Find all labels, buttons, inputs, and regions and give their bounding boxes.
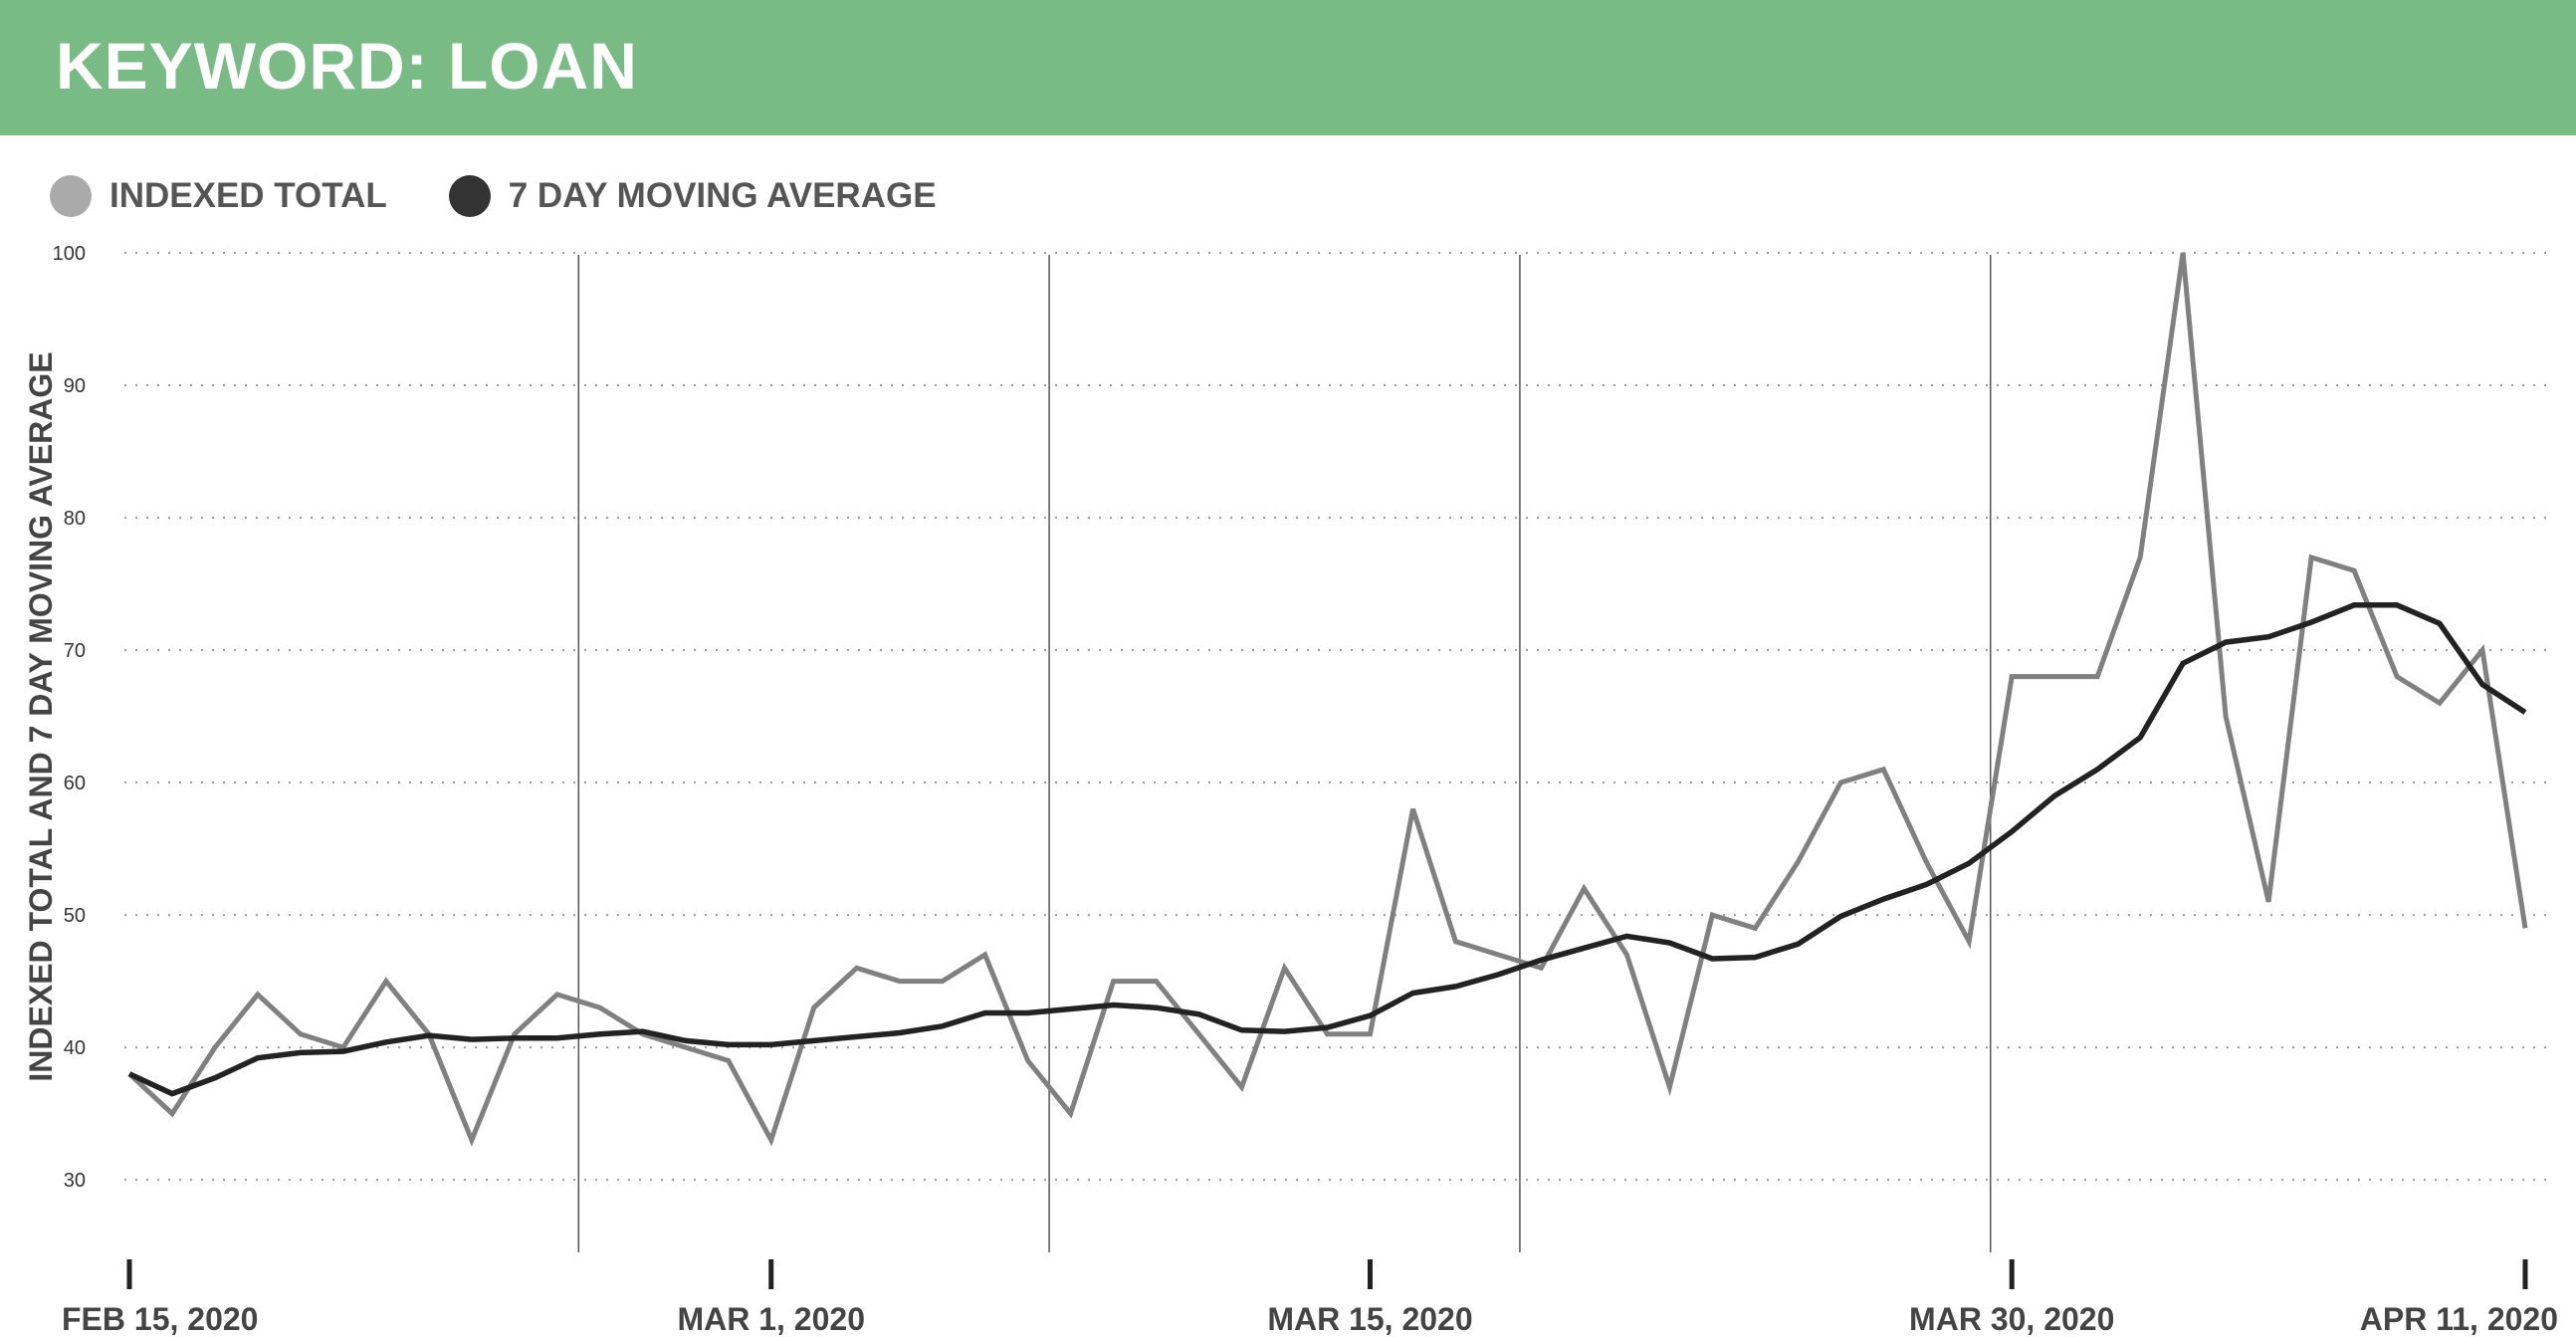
title-banner: KEYWORD: LOAN xyxy=(0,0,2576,135)
x-tick-label-4: MAR 30, 2020 xyxy=(1909,1301,2114,1337)
legend-item-indexed-total: INDEXED TOTAL xyxy=(50,175,387,217)
x-tick-label-5: APR 11, 2020 xyxy=(2360,1301,2558,1337)
x-tick-label-3: MAR 15, 2020 xyxy=(1267,1301,1472,1337)
legend-item-moving-average: 7 DAY MOVING AVERAGE xyxy=(448,175,937,217)
legend: INDEXED TOTAL 7 DAY MOVING AVERAGE xyxy=(50,171,998,221)
x-tick-label-2: MAR 1, 2020 xyxy=(677,1301,865,1337)
y-tick-label-50: 50 xyxy=(64,905,86,927)
legend-label-moving-average: 7 DAY MOVING AVERAGE xyxy=(508,176,937,215)
legend-label-indexed-total: INDEXED TOTAL xyxy=(109,176,387,215)
legend-swatch-indexed-total xyxy=(50,175,92,217)
y-tick-label-90: 90 xyxy=(64,375,86,397)
y-tick-label-40: 40 xyxy=(64,1037,86,1059)
y-tick-label-30: 30 xyxy=(64,1170,86,1192)
y-tick-label-60: 60 xyxy=(64,773,86,794)
y-tick-label-80: 80 xyxy=(64,508,86,530)
y-tick-label-70: 70 xyxy=(64,640,86,662)
series-line-7-day-moving-average xyxy=(127,602,2527,1097)
chart-title: KEYWORD: LOAN xyxy=(56,29,638,103)
y-tick-label-100: 100 xyxy=(53,243,86,265)
series-line-indexed-total xyxy=(127,252,2528,1147)
x-tick-label-1: FEB 15, 2020 xyxy=(62,1301,258,1337)
y-axis-title: INDEXED TOTAL AND 7 DAY MOVING AVERAGE xyxy=(23,351,59,1081)
legend-swatch-moving-average xyxy=(448,175,491,217)
